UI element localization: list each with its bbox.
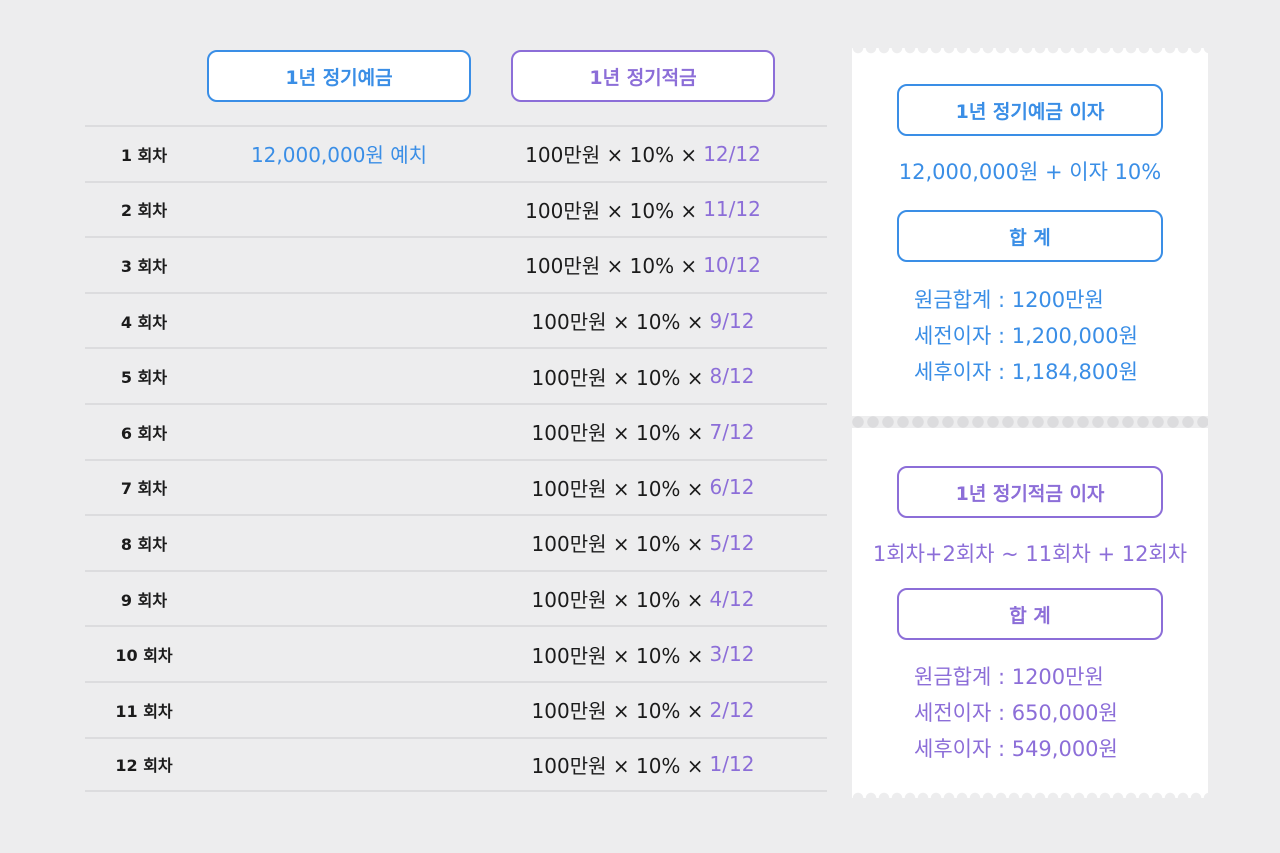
deposit-interest-title: 1년 정기예금 이자: [897, 84, 1163, 136]
table-row: 2 회차 100만원 × 10% × 11/12: [85, 180, 827, 237]
formula-fraction: 3/12: [709, 642, 755, 667]
table-row: 5 회차 100만원 × 10% × 8/12: [85, 347, 827, 403]
savings-principal: 원금합계 : 1200만원: [914, 665, 1104, 689]
receipt-panel: 1년 정기예금 이자 12,000,000원 + 이자 10% 합 계 원금합계…: [852, 48, 1208, 798]
receipt-edge-top: [852, 48, 1208, 58]
savings-formula: 100만원 × 10% × 1/12: [511, 739, 775, 791]
round-label: 1 회차: [120, 145, 168, 165]
formula-text: 100만원 × 10% ×: [531, 310, 704, 335]
formula-fraction: 8/12: [709, 364, 755, 389]
table-row: 12 회차 100만원 × 10% × 1/12: [85, 736, 827, 793]
formula-text: 100만원 × 10% ×: [531, 699, 704, 724]
savings-header: 1년 정기적금: [511, 50, 775, 102]
formula-text: 100만원 × 10% ×: [531, 588, 704, 613]
formula-fraction: 1/12: [709, 752, 755, 777]
table-row: 9 회차 100만원 × 10% × 4/12: [85, 569, 827, 626]
round-label: 5 회차: [120, 368, 168, 388]
savings-aftertax: 세후이자 : 549,000원: [914, 737, 1118, 761]
formula-text: 100만원 × 10% ×: [531, 476, 704, 501]
table-row: 11 회차 100만원 × 10% × 2/12: [85, 680, 827, 737]
savings-formula: 100만원 × 10% × 4/12: [511, 572, 775, 626]
savings-total-label: 합 계: [897, 588, 1163, 640]
deposit-aftertax: 세후이자 : 1,184,800원: [914, 360, 1138, 384]
round-label: 2 회차: [120, 201, 168, 221]
deposit-cell: [207, 572, 471, 626]
formula-fraction: 7/12: [709, 419, 755, 444]
deposit-summary: 원금합계 : 1200만원 세전이자 : 1,200,000원 세후이자 : 1…: [914, 282, 1138, 390]
savings-pretax: 세전이자 : 650,000원: [914, 701, 1118, 725]
table-row: 7 회차 100만원 × 10% × 6/12: [85, 458, 827, 515]
formula-text: 100만원 × 10% ×: [531, 421, 704, 446]
deposit-cell: [207, 349, 471, 403]
savings-formula: 100만원 × 10% × 5/12: [511, 516, 775, 570]
deposit-cell: [207, 238, 471, 292]
savings-formula: 100만원 × 10% × 12/12: [511, 127, 775, 181]
deposit-cell: [207, 516, 471, 570]
deposit-cell: [207, 183, 471, 237]
savings-interest-formula: 1회차+2회차 ~ 11회차 + 12회차: [872, 542, 1188, 566]
round-label: 8 회차: [120, 534, 168, 554]
round-label: 7 회차: [120, 479, 168, 499]
deposit-principal: 원금합계 : 1200만원: [914, 288, 1104, 312]
deposit-cell: [207, 627, 471, 681]
savings-formula: 100만원 × 10% × 8/12: [511, 349, 775, 403]
formula-text: 100만원 × 10% ×: [525, 198, 698, 223]
formula-text: 100만원 × 10% ×: [531, 532, 704, 557]
receipt-perforation: [852, 416, 1208, 428]
deposit-header: 1년 정기예금: [207, 50, 471, 102]
table-row: 1 회차 12,000,000원 예치 100만원 × 10% × 12/12: [85, 125, 827, 181]
savings-formula: 100만원 × 10% × 7/12: [511, 405, 775, 459]
round-label: 10 회차: [115, 646, 173, 666]
round-label: 11 회차: [115, 701, 173, 721]
formula-text: 100만원 × 10% ×: [525, 254, 698, 279]
formula-text: 100만원 × 10% ×: [531, 753, 704, 778]
table-row: 3 회차 100만원 × 10% × 10/12: [85, 236, 827, 292]
savings-formula: 100만원 × 10% × 10/12: [511, 238, 775, 292]
deposit-cell: [207, 405, 471, 459]
table-row: 8 회차 100만원 × 10% × 5/12: [85, 514, 827, 570]
deposit-cell: [207, 461, 471, 515]
round-label: 6 회차: [120, 423, 168, 443]
deposit-interest-formula: 12,000,000원 + 이자 10%: [898, 160, 1162, 184]
receipt-edge-bottom: [852, 788, 1208, 798]
comparison-table: 1 회차 12,000,000원 예치 100만원 × 10% × 12/12 2 회차…: [85, 125, 827, 793]
deposit-cell: [207, 294, 471, 348]
round-label: 12 회차: [115, 756, 173, 776]
formula-text: 100만원 × 10% ×: [531, 365, 704, 390]
formula-fraction: 9/12: [709, 308, 755, 333]
deposit-pretax: 세전이자 : 1,200,000원: [914, 324, 1138, 348]
formula-fraction: 11/12: [703, 197, 761, 222]
table-row: 10 회차 100만원 × 10% × 3/12: [85, 625, 827, 681]
formula-fraction: 2/12: [709, 697, 755, 722]
deposit-total-label: 합 계: [897, 210, 1163, 262]
formula-fraction: 5/12: [709, 530, 755, 555]
savings-formula: 100만원 × 10% × 6/12: [511, 461, 775, 515]
deposit-cell: [207, 683, 471, 737]
formula-fraction: 4/12: [709, 586, 755, 611]
formula-text: 100만원 × 10% ×: [525, 143, 698, 168]
table-row: 6 회차 100만원 × 10% × 7/12: [85, 402, 827, 459]
round-label: 4 회차: [120, 312, 168, 332]
savings-formula: 100만원 × 10% × 2/12: [511, 683, 775, 737]
savings-summary: 원금합계 : 1200만원 세전이자 : 650,000원 세후이자 : 549…: [914, 659, 1118, 767]
savings-interest-title: 1년 정기적금 이자: [897, 466, 1163, 518]
formula-fraction: 6/12: [709, 475, 755, 500]
savings-formula: 100만원 × 10% × 3/12: [511, 627, 775, 681]
deposit-cell: 12,000,000원 예치: [250, 143, 428, 168]
formula-text: 100만원 × 10% ×: [531, 643, 704, 668]
round-label: 9 회차: [120, 590, 168, 610]
deposit-cell: [207, 739, 471, 791]
savings-formula: 100만원 × 10% × 11/12: [511, 183, 775, 237]
table-row: 4 회차 100만원 × 10% × 9/12: [85, 291, 827, 348]
savings-formula: 100만원 × 10% × 9/12: [511, 294, 775, 348]
formula-fraction: 12/12: [703, 141, 761, 166]
formula-fraction: 10/12: [703, 252, 761, 277]
round-label: 3 회차: [120, 256, 168, 276]
